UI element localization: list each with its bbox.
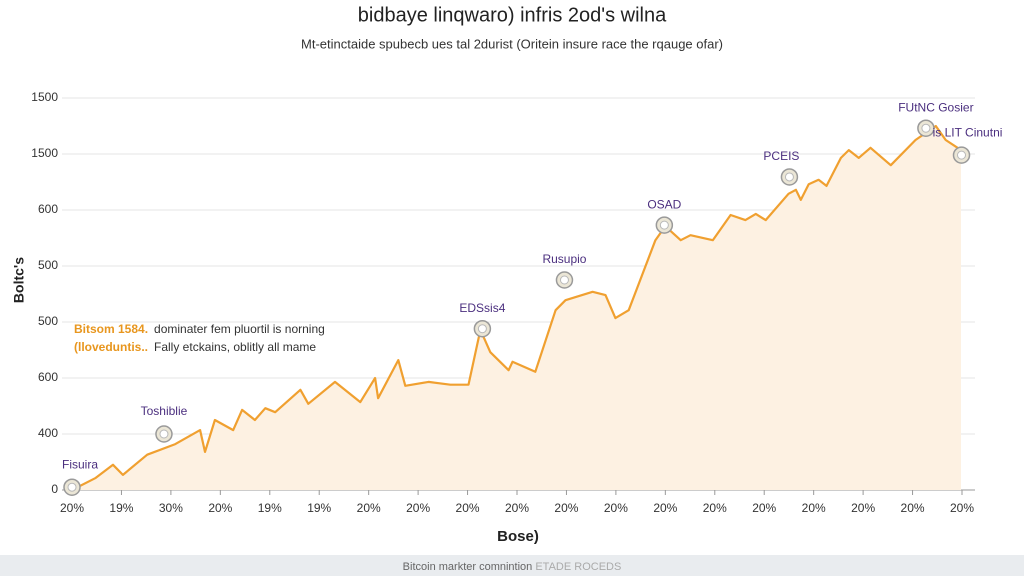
- footer: Bitcoin markter comnintion ETADE ROCEDS: [403, 561, 622, 573]
- annotation-label: EDSsis4: [459, 301, 505, 315]
- marker-core: [477, 324, 487, 334]
- annotation-label: Rusupio: [542, 252, 586, 266]
- footer-band: [0, 555, 1024, 576]
- annotation-label: OSAD: [647, 197, 681, 211]
- note-highlight: (lloveduntis..: [74, 340, 148, 354]
- footer-faded: ETADE ROCEDS: [535, 561, 621, 573]
- x-tick-label: 20%: [357, 501, 381, 515]
- footer-text: Bitcoin markter comnintion: [403, 561, 533, 573]
- price-line: [71, 124, 962, 491]
- x-tick-label: 20%: [703, 501, 727, 515]
- x-tick-label: 20%: [901, 501, 925, 515]
- x-tick-label: 19%: [258, 501, 282, 515]
- note-text: dominater fem pluortil is norning: [154, 322, 325, 336]
- x-tick-label: 20%: [456, 501, 480, 515]
- y-tick-label: 400: [38, 426, 58, 440]
- x-tick-label: 20%: [752, 501, 776, 515]
- annotation-label: Toshiblie: [141, 404, 188, 418]
- x-tick-label: 20%: [554, 501, 578, 515]
- annotation-label: FUtNC Gosier: [898, 100, 973, 114]
- marker-core: [67, 482, 77, 492]
- x-axis-label: Bose): [497, 528, 539, 545]
- y-tick-label: 0: [51, 482, 58, 496]
- annotation-label: Fisuira: [62, 457, 98, 471]
- marker-core: [559, 275, 569, 285]
- note: (lloveduntis.. Fally etckains, oblitly al…: [74, 340, 316, 354]
- chart-title: bidbaye linqwaro) infris 2od's wilna: [358, 4, 667, 26]
- annotation-label: PCEIS: [763, 149, 799, 163]
- x-tick-label: 20%: [406, 501, 430, 515]
- marker-core: [159, 429, 169, 439]
- marker-core: [921, 123, 931, 133]
- y-tick-label: 1500: [31, 90, 58, 104]
- y-tick-label: 500: [38, 314, 58, 328]
- x-tick-label: 20%: [208, 501, 232, 515]
- x-tick-label: 20%: [505, 501, 529, 515]
- x-tick-label: 30%: [159, 501, 183, 515]
- y-tick-label: 600: [38, 370, 58, 384]
- x-tick-label: 20%: [604, 501, 628, 515]
- marker-core: [957, 150, 967, 160]
- marker-core: [659, 220, 669, 230]
- x-tick-label: 19%: [307, 501, 331, 515]
- x-tick-label: 19%: [109, 501, 133, 515]
- area-fill: [72, 126, 961, 490]
- y-axis-label: Boltc's: [11, 257, 27, 303]
- note: Bitsom 1584. dominater fem pluortil is no…: [74, 322, 325, 336]
- marker-core: [784, 172, 794, 182]
- x-tick-label: 20%: [653, 501, 677, 515]
- note-text: Fally etckains, oblitly all mame: [154, 340, 316, 354]
- y-tick-label: 1500: [31, 146, 58, 160]
- x-tick-label: 20%: [851, 501, 875, 515]
- annotation-label: is LIT Cinutni: [933, 125, 1003, 139]
- y-tick-label: 500: [38, 258, 58, 272]
- note-highlight: Bitsom 1584.: [74, 322, 148, 336]
- x-tick-label: 20%: [802, 501, 826, 515]
- chart-subtitle: Mt-etinctaide spubecb ues tal 2durist (O…: [301, 36, 723, 51]
- x-tick-label: 20%: [60, 501, 84, 515]
- y-tick-label: 600: [38, 202, 58, 216]
- x-tick-label: 20%: [950, 501, 974, 515]
